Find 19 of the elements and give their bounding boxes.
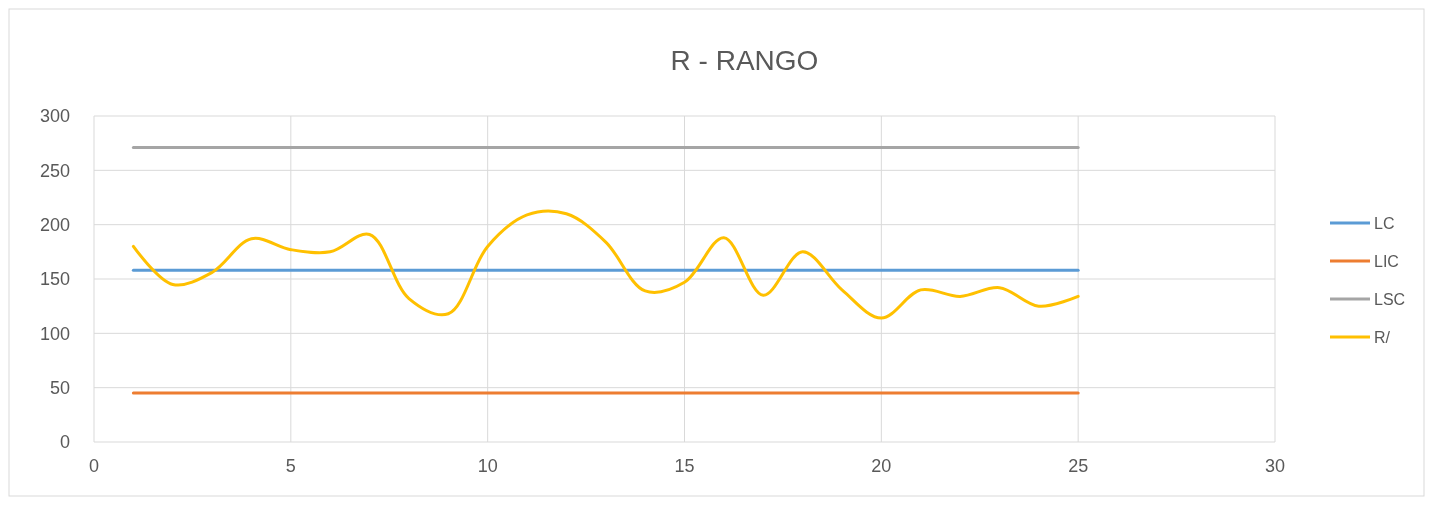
x-tick-label: 30 — [1264, 456, 1286, 476]
y-tick-label: 300 — [39, 106, 70, 127]
y-tick-label: 150 — [39, 269, 70, 290]
y-tick-label: 200 — [39, 214, 70, 235]
y-tick-label: 0 — [59, 432, 70, 453]
x-tick-label: 25 — [1068, 456, 1089, 476]
legend-label: LSC — [1374, 290, 1406, 308]
legend-label: R/ — [1374, 328, 1391, 346]
x-tick-label: 0 — [88, 456, 100, 476]
y-tick-label: 100 — [39, 323, 70, 344]
x-tick-label: 20 — [871, 456, 892, 476]
legend-label: LC — [1374, 214, 1395, 232]
x-tick-label: 10 — [477, 456, 498, 476]
legend-label: LIC — [1374, 252, 1399, 270]
x-tick-label: 15 — [674, 456, 695, 476]
y-tick-label: 50 — [49, 377, 70, 398]
y-tick-label: 250 — [39, 160, 70, 181]
x-tick-label: 5 — [285, 456, 296, 476]
chart-title: R - RANGO — [670, 45, 819, 76]
